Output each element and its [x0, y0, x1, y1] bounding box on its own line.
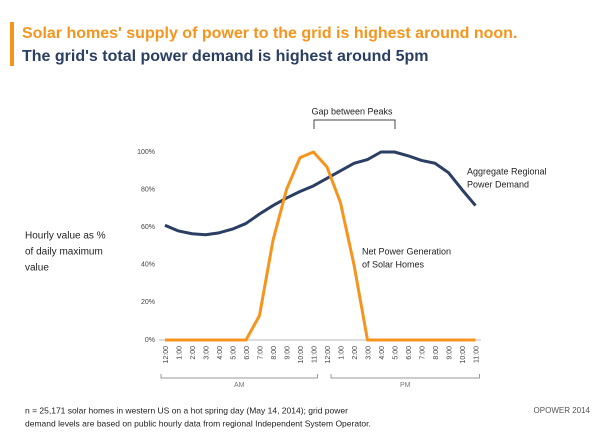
x-tick-label: 9:00	[446, 346, 453, 360]
x-tick-label: 7:00	[257, 346, 264, 360]
x-tick-label: 5:00	[230, 346, 237, 360]
x-tick-label: 2:00	[352, 346, 359, 360]
group-bracket	[330, 374, 480, 379]
x-tick-label: 12:00	[325, 346, 332, 364]
x-tick-label: 1:00	[338, 346, 345, 360]
x-tick-label: 6:00	[244, 346, 251, 360]
x-tick-label: 4:00	[217, 346, 224, 360]
chart-title: Solar homes' supply of power to the grid…	[22, 25, 517, 42]
x-tick-label: 8:00	[433, 346, 440, 360]
x-tick-label: 2:00	[190, 346, 197, 360]
chart-subtitle: The grid's total power demand is highest…	[22, 48, 429, 65]
x-tick-label: 3:00	[365, 346, 372, 360]
x-tick-label: 7:00	[419, 346, 426, 360]
gap-bracket	[313, 119, 396, 129]
annotation: of Solar Homes	[362, 259, 425, 269]
y-axis-label: Hourly value as %	[25, 231, 106, 242]
y-tick-label: 20%	[141, 299, 155, 306]
x-tick-label: 6:00	[406, 346, 413, 360]
series-line	[164, 150, 477, 237]
x-tick-label: 8:00	[271, 346, 278, 360]
y-tick-label: 80%	[141, 186, 155, 193]
annotation: Power Demand	[467, 179, 529, 189]
annotation: Aggregate Regional	[467, 166, 547, 176]
annotation: Net Power Generation	[362, 246, 451, 256]
source: OPOWER 2014	[534, 406, 591, 415]
x-tick-label: 10:00	[460, 346, 467, 364]
footnote: n = 25,171 solar homes in western US on …	[25, 405, 348, 415]
x-tick-label: 1:00	[176, 346, 183, 360]
group-label: PM	[400, 382, 411, 389]
x-tick-label: 11:00	[473, 346, 480, 363]
y-axis-label: value	[25, 263, 49, 274]
x-tick-label: 5:00	[392, 346, 399, 360]
x-tick-label: 12:00	[163, 346, 170, 364]
series-line	[165, 150, 476, 342]
annotation: Gap between Peaks	[311, 106, 393, 116]
footnote: demand levels are based on public hourly…	[25, 418, 371, 428]
y-tick-label: 40%	[141, 262, 155, 269]
y-axis-label: of daily maximum	[25, 247, 103, 258]
x-tick-label: 4:00	[379, 346, 386, 360]
y-tick-label: 100%	[137, 149, 155, 156]
x-tick-label: 3:00	[203, 346, 210, 360]
y-tick-label: 60%	[141, 224, 155, 231]
title-accent	[10, 22, 14, 66]
x-tick-label: 10:00	[298, 346, 305, 364]
x-tick-label: 9:00	[284, 346, 291, 360]
group-label: AM	[234, 382, 245, 389]
group-bracket	[160, 374, 318, 379]
x-tick-label: 11:00	[311, 346, 318, 363]
y-tick-label: 0%	[145, 337, 155, 344]
